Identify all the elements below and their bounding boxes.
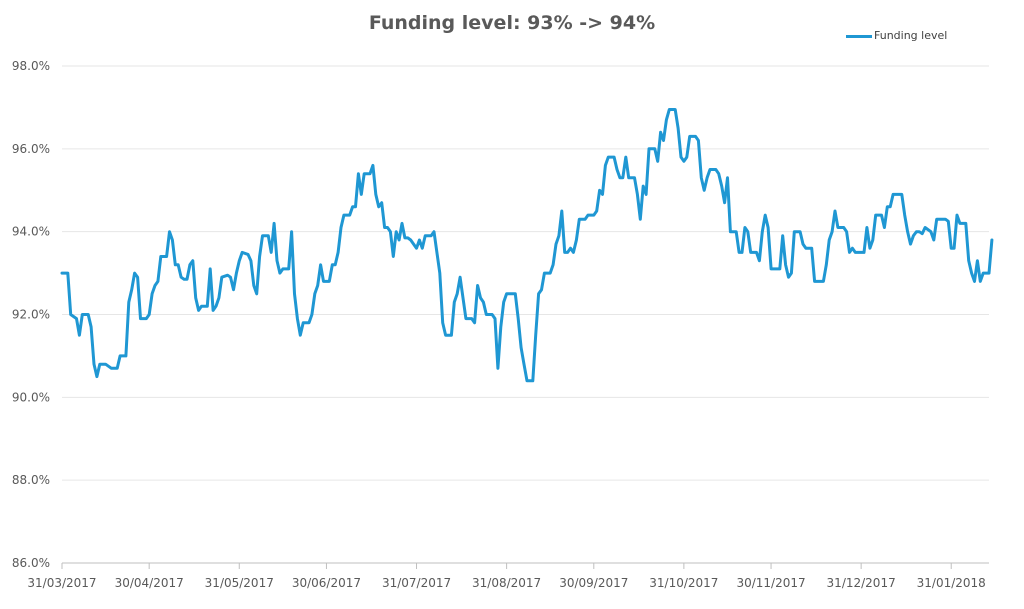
y-tick-label: 92.0% — [12, 308, 50, 322]
x-tick-label: 31/12/2017 — [827, 576, 896, 590]
series-line-funding-level — [60, 108, 994, 383]
grid — [62, 65, 989, 481]
y-tick-label: 94.0% — [12, 225, 50, 239]
x-tick-label: 31/07/2017 — [382, 576, 451, 590]
y-tick-label: 86.0% — [12, 556, 50, 570]
x-tick-label: 30/06/2017 — [292, 576, 361, 590]
legend-label: Funding level — [874, 29, 948, 42]
y-tick-label: 90.0% — [12, 390, 50, 404]
y-tick-label: 88.0% — [12, 473, 50, 487]
y-tick-label: 98.0% — [12, 59, 50, 73]
legend-swatch — [846, 35, 872, 38]
chart-title: Funding level: 93% -> 94% — [368, 12, 656, 34]
x-tick-label: 30/11/2017 — [736, 576, 805, 590]
x-tick-label: 31/10/2017 — [649, 576, 718, 590]
x-tick-label: 30/09/2017 — [559, 576, 628, 590]
x-tick-label: 31/05/2017 — [205, 576, 274, 590]
x-tick-label: 30/04/2017 — [115, 576, 184, 590]
axes: 86.0% 88.0% 90.0% 92.0% 94.0% 96.0% 98.0% 31/03… — [12, 59, 989, 590]
x-tick-label: 31/08/2017 — [472, 576, 541, 590]
x-tick-label: 31/03/2017 — [27, 576, 96, 590]
y-tick-label: 96.0% — [12, 142, 50, 156]
series — [60, 108, 994, 383]
x-tick-label: 31/01/2018 — [917, 576, 986, 590]
